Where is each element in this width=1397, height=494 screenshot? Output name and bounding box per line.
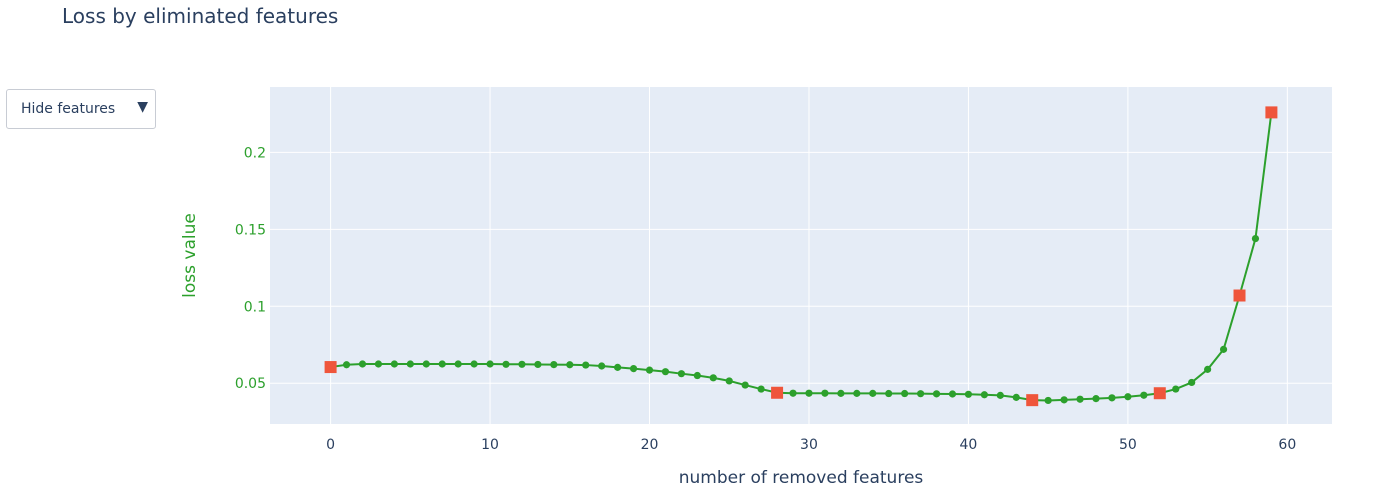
- features-dropdown[interactable]: Hide features ▼: [6, 89, 156, 129]
- loss-point: [980, 391, 988, 399]
- loss-point: [869, 389, 877, 397]
- loss-point: [1108, 394, 1116, 402]
- chart-title: Loss by eliminated features: [62, 4, 339, 28]
- loss-point: [932, 390, 941, 398]
- triangle-down-icon: ▼: [137, 99, 148, 115]
- loss-point: [422, 360, 430, 368]
- loss-point: [916, 390, 925, 398]
- x-tick-label: 0: [326, 437, 335, 453]
- loss-point: [725, 377, 733, 385]
- loss-point: [741, 381, 749, 389]
- y-tick-label: 0.15: [235, 222, 266, 238]
- highlight-marker: [1233, 289, 1246, 302]
- loss-point: [358, 360, 367, 368]
- y-tick-label: 0.1: [244, 299, 266, 315]
- loss-point: [566, 361, 574, 369]
- loss-point: [406, 360, 414, 368]
- x-axis-title: number of removed features: [679, 468, 924, 488]
- loss-point: [1012, 393, 1020, 401]
- loss-point: [374, 360, 383, 368]
- loss-point: [486, 360, 494, 368]
- loss-point: [470, 360, 478, 368]
- loss-point: [502, 360, 510, 368]
- loss-point: [1124, 393, 1132, 401]
- loss-point: [677, 370, 686, 378]
- loss-point: [1251, 234, 1260, 243]
- loss-point: [342, 361, 351, 369]
- loss-point: [390, 360, 398, 368]
- highlight-marker: [1026, 394, 1039, 407]
- loss-point: [821, 389, 829, 397]
- loss-point: [1092, 395, 1100, 403]
- y-axis-title: loss value: [180, 213, 200, 298]
- loss-point: [964, 390, 973, 398]
- y-tick-label: 0.2: [244, 145, 266, 161]
- loss-point: [1076, 395, 1084, 403]
- x-tick-label: 60: [1278, 437, 1296, 453]
- highlight-marker: [771, 386, 784, 399]
- loss-point: [1172, 385, 1180, 393]
- loss-point: [885, 389, 893, 398]
- loss-point: [454, 360, 462, 368]
- x-tick-label: 40: [960, 437, 978, 453]
- loss-point: [534, 360, 542, 369]
- loss-point: [518, 360, 526, 368]
- highlight-marker: [324, 361, 337, 374]
- loss-point: [805, 389, 813, 397]
- loss-point: [614, 363, 622, 371]
- loss-point: [1060, 396, 1068, 404]
- loss-point: [853, 389, 861, 397]
- highlight-marker: [1153, 387, 1166, 400]
- dropdown-selected-label: Hide features: [21, 101, 116, 117]
- x-tick-label: 30: [800, 437, 818, 453]
- loss-point: [789, 389, 797, 397]
- loss-point: [1044, 396, 1052, 405]
- loss-point: [661, 368, 670, 376]
- loss-point: [550, 361, 558, 369]
- loss-point: [996, 391, 1004, 399]
- loss-point: [693, 371, 701, 380]
- loss-point: [709, 374, 717, 382]
- loss-point: [1140, 391, 1148, 399]
- y-tick-label: 0.05: [235, 376, 266, 392]
- highlight-marker: [1265, 106, 1278, 119]
- plot-area: [270, 87, 1332, 424]
- x-tick-label: 10: [481, 437, 499, 453]
- x-tick-label: 20: [641, 437, 659, 453]
- x-tick-label: 50: [1119, 437, 1137, 453]
- loss-point: [757, 385, 765, 393]
- loss-point: [598, 362, 606, 370]
- loss-point: [629, 365, 638, 373]
- loss-point: [901, 389, 909, 398]
- loss-point: [438, 360, 446, 368]
- loss-point: [1219, 345, 1228, 353]
- loss-point: [1188, 378, 1196, 387]
- loss-point: [837, 389, 845, 397]
- loss-point: [582, 361, 590, 369]
- loss-point: [645, 366, 654, 374]
- loss-point: [948, 390, 957, 398]
- loss-point: [1204, 365, 1212, 373]
